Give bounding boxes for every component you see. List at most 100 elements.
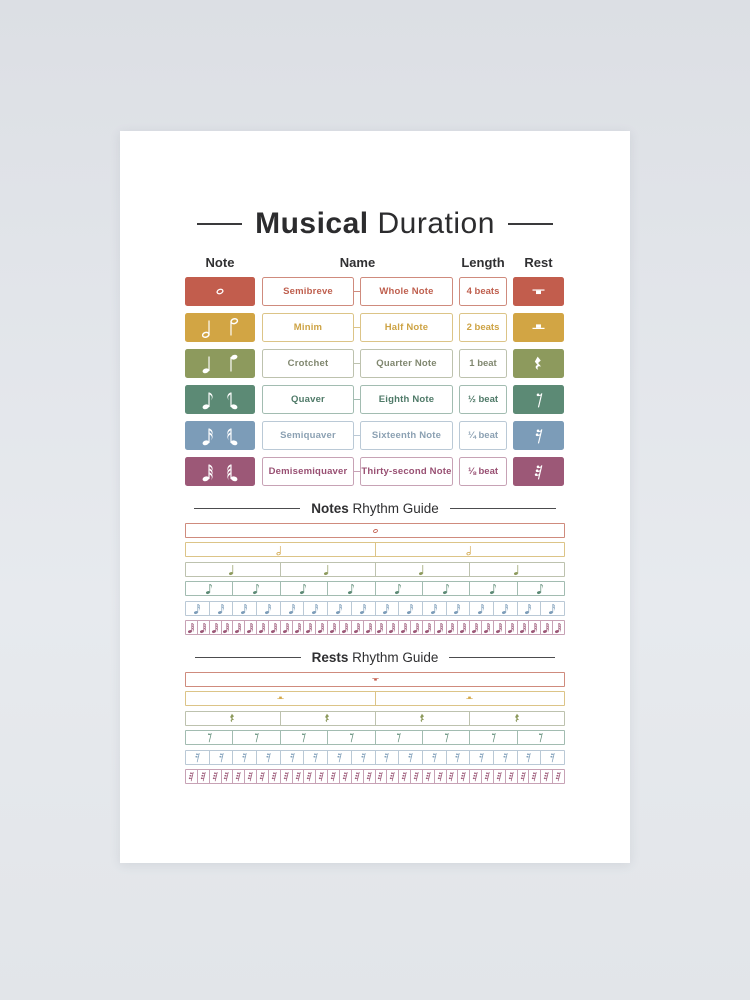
thirty-second-note-icon [519, 621, 528, 634]
thirty-second-rest-icon [400, 770, 409, 783]
sixteenth-rest-icon [335, 751, 344, 764]
sixteenth-note-icon [430, 602, 439, 615]
length-box: 4 beats [459, 277, 507, 306]
thirty-second-note-icon [282, 621, 291, 634]
rhythm-cell [469, 620, 481, 634]
thirty-second-note-icon [270, 621, 279, 634]
rhythm-cell [232, 769, 244, 783]
quarter-note-icon [228, 563, 237, 576]
rhythm-cell [421, 582, 469, 596]
rest-symbol-block [513, 457, 564, 486]
thirty-second-note-icon [554, 621, 563, 634]
eighth-rest-icon [536, 731, 545, 744]
name-connector-line [354, 290, 360, 293]
rhythm-cell [516, 731, 564, 745]
thirty-second-note-icon [542, 621, 551, 634]
sixteenth-rest-icon [532, 426, 546, 446]
thirty-second-note-icon [530, 621, 539, 634]
half-rest-icon [276, 693, 285, 704]
rhythm-cell [481, 769, 493, 783]
thirty-second-rest-icon [317, 770, 326, 783]
col-header-name: Name [339, 255, 376, 270]
rhythm-cell [338, 769, 351, 783]
length-box: 2 beats [459, 313, 507, 342]
rhythm-cell [220, 769, 233, 783]
sixteenth-rest-icon [193, 751, 202, 764]
rhythm-cell [374, 750, 399, 764]
thirty-second-rest-icon [519, 770, 528, 783]
rhythm-cell [540, 620, 552, 634]
thirty-second-note-icon [329, 621, 338, 634]
thirty-second-rest-icon [495, 770, 504, 783]
rhythm-cell [186, 673, 564, 686]
length-box: ¼ beat [459, 421, 507, 450]
quarter-note-icon [224, 353, 239, 375]
thirty-second-note-icon [294, 621, 303, 634]
sixteenth-rest-icon [288, 751, 297, 764]
rhythm-cell [457, 769, 469, 783]
rhythm-cell [445, 750, 470, 764]
rhythm-cell [267, 620, 280, 634]
rhythm-cell [303, 620, 315, 634]
sixteenth-note-icon [288, 602, 297, 615]
notes-guide-title: Notes Rhythm Guide [311, 501, 439, 516]
thirty-second-note-icon [317, 621, 326, 634]
eighth-rest-icon [347, 731, 356, 744]
half-note-icon [276, 544, 284, 556]
whole-rest-icon [371, 674, 380, 685]
rests-guide-title: Rests Rhythm Guide [311, 649, 439, 665]
duration-table-row: Demisemiquaver Thirty-second Note ⅛ beat [185, 457, 565, 486]
rhythm-cell [457, 620, 469, 634]
sixteenth-note-icon [359, 602, 368, 615]
thirty-second-rest-icon [222, 770, 231, 783]
thirty-second-note-icon [305, 621, 314, 634]
rhythm-guide-row [185, 671, 565, 687]
rest-symbol-block [513, 349, 564, 378]
eighth-note-icon [201, 389, 216, 411]
thirty-second-note-icon [187, 621, 196, 634]
rhythm-cell [186, 770, 197, 783]
rhythm-cell [279, 601, 304, 615]
half-note-icon [224, 317, 239, 339]
sixteenth-rest-icon [524, 751, 533, 764]
rhythm-cell [469, 750, 493, 764]
sixteenth-note-icon [201, 425, 216, 447]
rhythm-cell [327, 731, 374, 745]
rhythm-cell [279, 711, 375, 725]
note-symbol-block [185, 421, 255, 450]
rhythm-cell [469, 601, 493, 615]
rhythm-cell [279, 620, 292, 634]
note-symbol-block [185, 385, 255, 414]
thirty-second-note-icon [459, 621, 468, 634]
thirty-second-note-icon [211, 621, 220, 634]
rhythm-cell [374, 692, 565, 706]
rhythm-cell [350, 750, 375, 764]
rhythm-cell [421, 750, 446, 764]
american-name-box: Eighth Note [360, 385, 453, 414]
rhythm-cell [374, 711, 470, 725]
rhythm-cell [516, 601, 541, 615]
duration-table-row: Semibreve Whole Note 4 beats [185, 277, 565, 306]
british-name-box: Quaver [262, 385, 354, 414]
rhythm-cell [552, 620, 564, 634]
rhythm-cell [315, 769, 327, 783]
thirty-second-rest-icon [187, 770, 196, 783]
thirty-second-rest-icon [436, 770, 445, 783]
thirty-second-note-icon [353, 621, 362, 634]
rhythm-cell [208, 620, 221, 634]
rhythm-cell [374, 731, 422, 745]
rhythm-cell [196, 769, 209, 783]
thirty-second-rest-icon [258, 770, 267, 783]
thirty-second-rest-icon [530, 770, 539, 783]
name-connector-line [354, 434, 360, 437]
thirty-second-note-icon [400, 621, 409, 634]
sixteenth-rest-icon [453, 751, 462, 764]
rhythm-guide-row [185, 581, 565, 597]
thirty-second-rest-icon [353, 770, 362, 783]
rhythm-cell [386, 769, 398, 783]
rhythm-cell [516, 582, 564, 596]
rhythm-guide-row [185, 561, 565, 577]
rhythm-cell [279, 562, 375, 576]
british-name-box: Crotchet [262, 349, 354, 378]
thirty-second-rest-icon [459, 770, 468, 783]
